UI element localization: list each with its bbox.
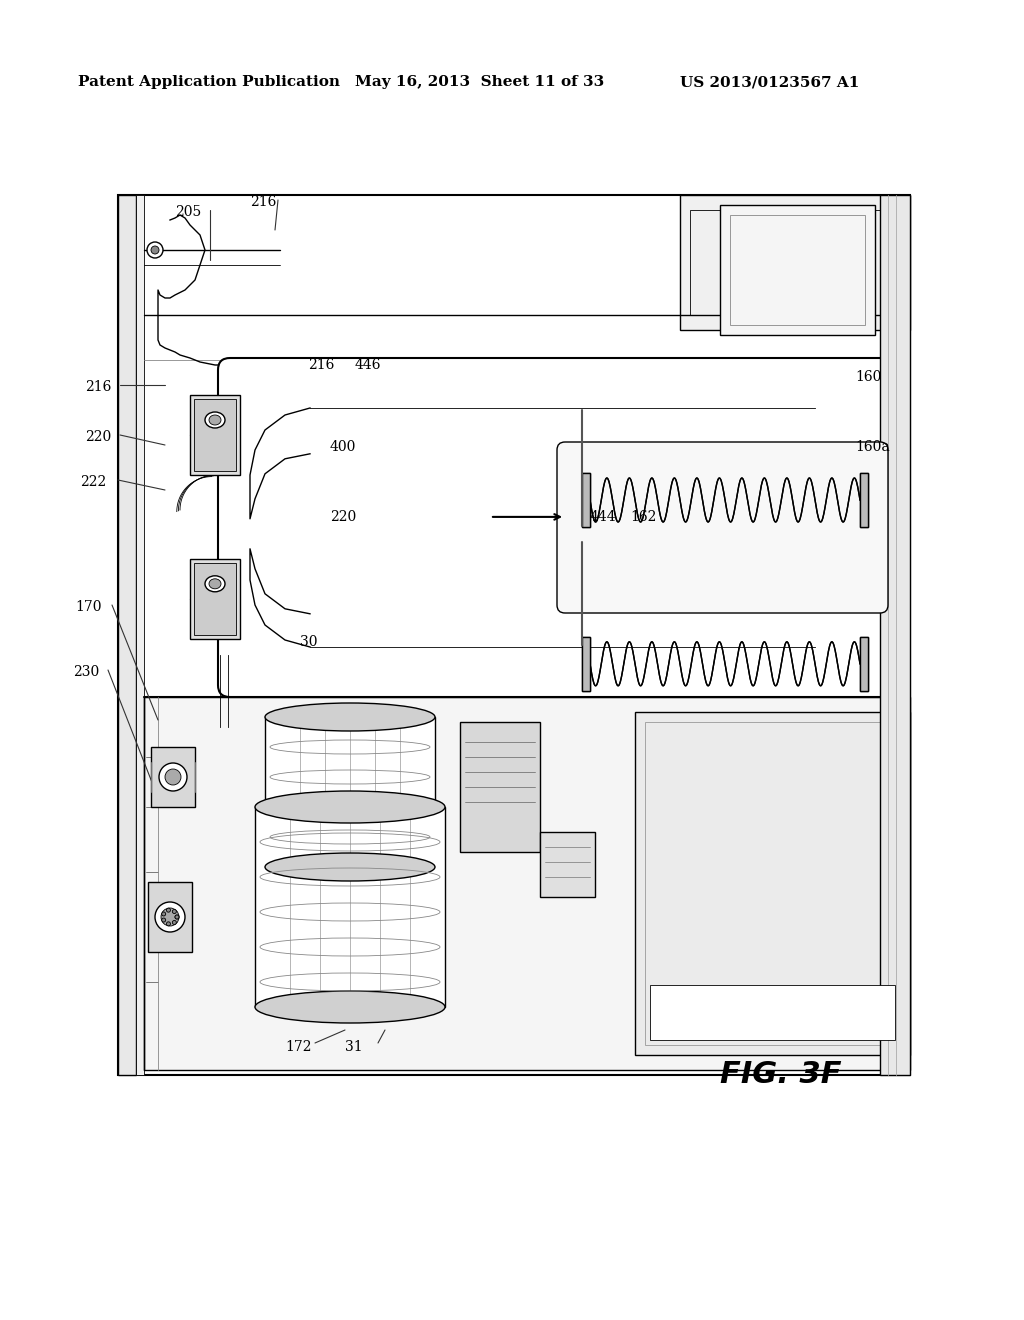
Text: 230: 230 — [73, 665, 99, 678]
Bar — [118, 195, 136, 1074]
Text: 172: 172 — [285, 1040, 311, 1053]
Bar — [720, 205, 874, 335]
Ellipse shape — [161, 908, 179, 927]
Bar — [540, 832, 595, 898]
Bar — [460, 722, 540, 851]
Bar — [255, 807, 445, 1007]
Text: 160a: 160a — [855, 440, 890, 454]
Bar — [582, 636, 590, 690]
Text: 30: 30 — [300, 635, 317, 649]
Text: 162: 162 — [630, 510, 656, 524]
Ellipse shape — [162, 917, 166, 923]
Bar — [582, 636, 590, 690]
Text: 222: 222 — [80, 475, 106, 488]
Text: 446: 446 — [355, 358, 382, 372]
Bar — [194, 562, 236, 635]
Bar — [151, 747, 195, 807]
FancyBboxPatch shape — [218, 358, 907, 697]
Bar — [582, 473, 590, 527]
Bar — [144, 697, 910, 1071]
Text: 444: 444 — [590, 510, 616, 524]
FancyBboxPatch shape — [557, 442, 888, 612]
Bar — [190, 558, 240, 639]
Ellipse shape — [167, 908, 170, 912]
Ellipse shape — [255, 991, 445, 1023]
Text: FIG. 3F: FIG. 3F — [720, 1060, 842, 1089]
Bar — [118, 195, 910, 1074]
Text: 400: 400 — [330, 440, 356, 454]
Text: Patent Application Publication: Patent Application Publication — [78, 75, 340, 88]
Text: US 2013/0123567 A1: US 2013/0123567 A1 — [680, 75, 859, 88]
Bar — [690, 210, 900, 315]
Text: 170: 170 — [75, 601, 101, 614]
Ellipse shape — [205, 412, 225, 428]
Ellipse shape — [172, 920, 176, 924]
Ellipse shape — [165, 770, 181, 785]
Bar — [148, 882, 193, 952]
Text: 216: 216 — [308, 358, 335, 372]
Ellipse shape — [255, 791, 445, 822]
Ellipse shape — [265, 704, 435, 731]
Ellipse shape — [151, 246, 159, 253]
Bar — [650, 985, 895, 1040]
Bar — [265, 717, 435, 867]
Text: 216: 216 — [85, 380, 112, 393]
Ellipse shape — [209, 414, 221, 425]
Ellipse shape — [175, 915, 179, 919]
Ellipse shape — [265, 853, 435, 880]
Ellipse shape — [205, 576, 225, 591]
Ellipse shape — [209, 578, 221, 589]
Ellipse shape — [159, 763, 187, 791]
Bar — [860, 636, 868, 690]
Bar — [136, 195, 144, 1074]
Bar — [860, 473, 868, 527]
Text: 216: 216 — [250, 195, 276, 209]
Ellipse shape — [172, 909, 176, 913]
Bar — [635, 711, 910, 1055]
Ellipse shape — [175, 915, 179, 919]
Bar — [582, 473, 590, 527]
Ellipse shape — [155, 902, 185, 932]
Ellipse shape — [167, 921, 170, 925]
Text: 220: 220 — [330, 510, 356, 524]
Text: 220: 220 — [85, 430, 112, 444]
Bar — [860, 473, 868, 527]
Bar — [680, 195, 910, 330]
Text: May 16, 2013  Sheet 11 of 33: May 16, 2013 Sheet 11 of 33 — [355, 75, 604, 88]
Bar — [645, 722, 900, 1045]
Bar — [194, 399, 236, 471]
Ellipse shape — [162, 912, 166, 916]
Text: 160: 160 — [855, 370, 882, 384]
Ellipse shape — [147, 242, 163, 257]
Bar — [880, 195, 910, 1074]
Bar — [860, 636, 868, 690]
Text: 205: 205 — [175, 205, 202, 219]
Text: 31: 31 — [345, 1040, 362, 1053]
Bar — [730, 215, 865, 325]
Bar — [190, 395, 240, 475]
